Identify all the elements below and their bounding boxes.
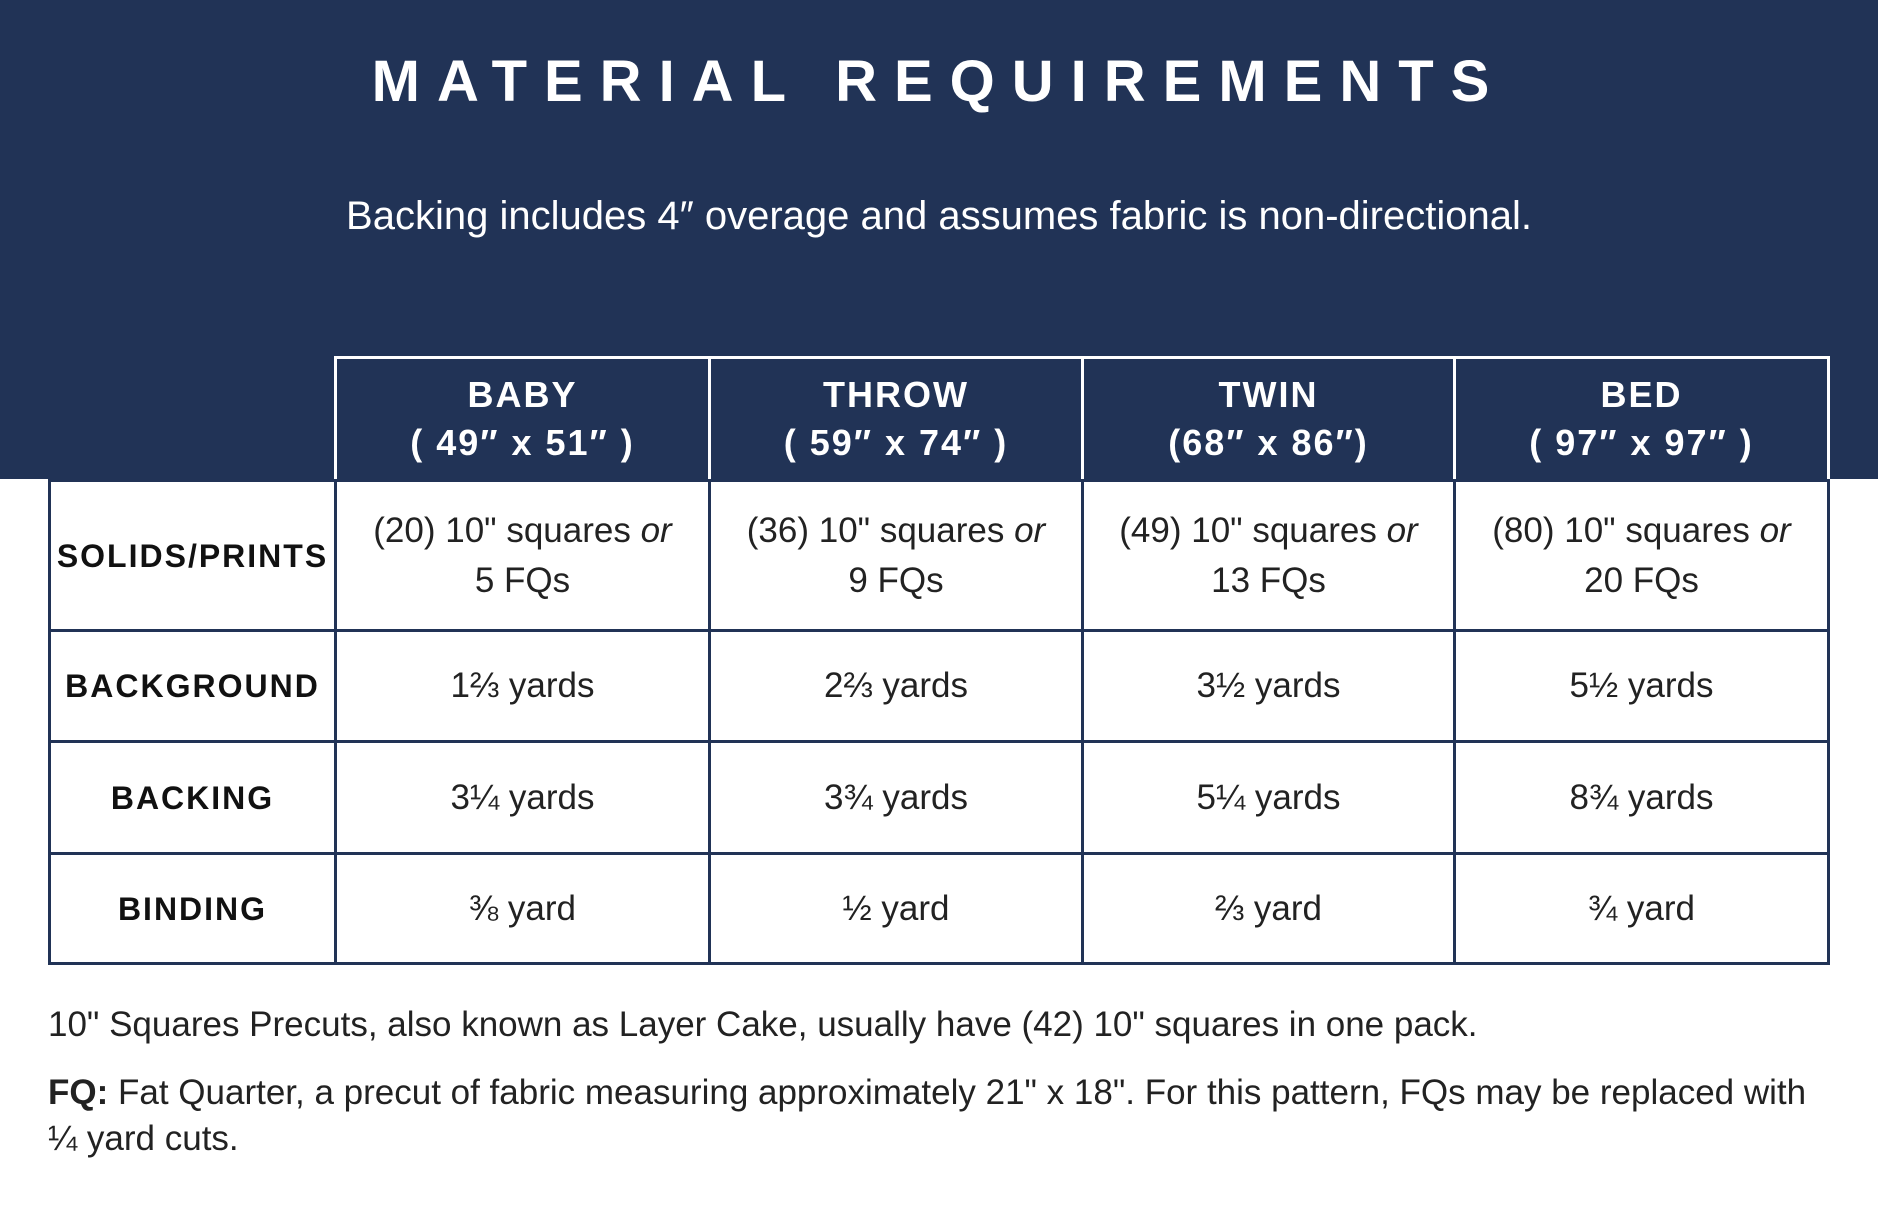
note-text: Fat Quarter, a precut of fabric measurin… <box>48 1073 1807 1158</box>
cell-line: 20 FQs <box>1584 560 1699 600</box>
cell: 3¼ yards <box>334 740 711 855</box>
quantity: (36) 10" squares <box>746 510 1005 550</box>
conjunction: or <box>640 510 672 550</box>
cell-line: 13 FQs <box>1211 560 1326 600</box>
cell: 3½ yards <box>1081 629 1456 743</box>
note: FQ: Fat Quarter, a precut of fabric meas… <box>48 1070 1838 1162</box>
column-header: BABY ( 49″ x 51″ ) <box>334 356 711 482</box>
column-name: BED <box>1600 374 1683 415</box>
column-size: (68″ x 86″) <box>1168 422 1369 463</box>
conjunction: or <box>1386 510 1418 550</box>
cell: 1⅔ yards <box>334 629 711 743</box>
cell: 3¾ yards <box>708 740 1084 855</box>
cell: ⅜ yard <box>334 852 711 965</box>
cell-line: 9 FQs <box>848 560 944 600</box>
cell: (80) 10" squares or 20 FQs <box>1453 479 1830 632</box>
conjunction: or <box>1759 510 1791 550</box>
cell: 5¼ yards <box>1081 740 1456 855</box>
note-term: FQ: <box>48 1073 109 1112</box>
cell: 8¾ yards <box>1453 740 1830 855</box>
row-label: SOLIDS/PRINTS <box>48 479 337 632</box>
cell: (49) 10" squares or 13 FQs <box>1081 479 1456 632</box>
column-size: ( 49″ x 51″ ) <box>410 422 635 463</box>
cell: ⅔ yard <box>1081 852 1456 965</box>
column-size: ( 59″ x 74″ ) <box>783 422 1009 463</box>
cell: (36) 10" squares or 9 FQs <box>708 479 1084 632</box>
cell: ¾ yard <box>1453 852 1830 965</box>
row-label: BACKING <box>48 740 337 855</box>
cell: (20) 10" squares or 5 FQs <box>334 479 711 632</box>
column-name: THROW <box>823 374 969 415</box>
row-label: BACKGROUND <box>48 629 337 743</box>
note-text: 10" Squares Precuts, also known as Layer… <box>48 1005 1478 1044</box>
cell-line: 5 FQs <box>474 560 571 600</box>
cell-line: (80) 10" squares or <box>1492 506 1790 556</box>
column-name: TWIN <box>1218 374 1319 415</box>
column-header: BED ( 97″ x 97″ ) <box>1453 356 1830 482</box>
column-size: ( 97″ x 97″ ) <box>1529 422 1754 463</box>
title: MATERIAL REQUIREMENTS <box>371 49 1507 114</box>
column-header: THROW ( 59″ x 74″ ) <box>708 356 1084 482</box>
quantity: (20) 10" squares <box>373 510 631 550</box>
quantity: (80) 10" squares <box>1492 510 1750 550</box>
cell-line: (36) 10" squares or <box>747 506 1045 556</box>
cell: 5½ yards <box>1453 629 1830 743</box>
column-header: TWIN (68″ x 86″) <box>1081 356 1456 482</box>
cell: 2⅔ yards <box>708 629 1084 743</box>
subtitle: Backing includes 4″ overage and assumes … <box>346 194 1532 238</box>
row-label: BINDING <box>48 852 337 965</box>
cell-line: (20) 10" squares or <box>373 506 671 556</box>
cell-line: (49) 10" squares or <box>1119 506 1417 556</box>
conjunction: or <box>1014 510 1046 550</box>
quantity: (49) 10" squares <box>1119 510 1377 550</box>
note: 10" Squares Precuts, also known as Layer… <box>48 1002 1838 1048</box>
column-name: BABY <box>467 374 578 415</box>
cell: ½ yard <box>708 852 1084 965</box>
